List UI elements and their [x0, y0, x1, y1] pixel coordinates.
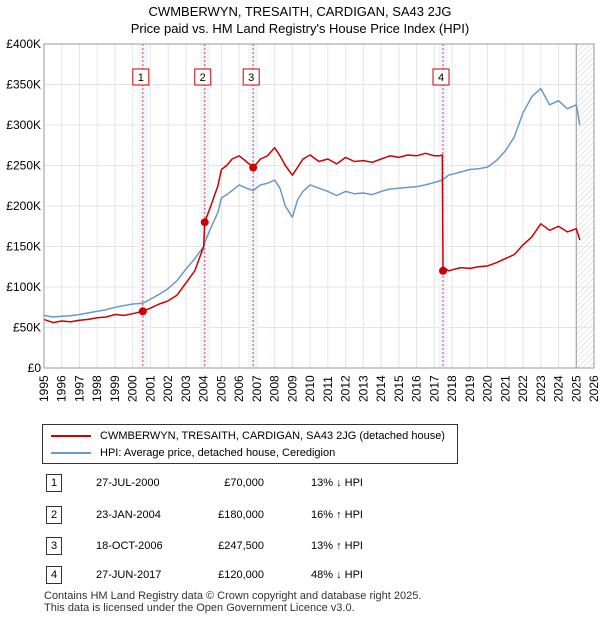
chart-legend: CWMBERWYN, TRESAITH, CARDIGAN, SA43 2JG … — [42, 424, 458, 464]
sale-point — [138, 307, 147, 316]
transaction-date: 23-JAN-2004 — [96, 509, 161, 521]
x-tick-label: 2022 — [516, 375, 530, 402]
x-tick-label: 2003 — [179, 375, 193, 402]
x-tick-label: 2016 — [410, 375, 424, 402]
sale-badge-box — [432, 68, 450, 86]
transaction-date: 27-JUN-2017 — [96, 569, 162, 581]
x-tick-label: 1997 — [72, 375, 86, 402]
x-tick-label: 2011 — [321, 376, 335, 402]
transaction-price: £247,500 — [218, 540, 264, 552]
x-tick-label: 2014 — [374, 375, 388, 402]
transaction-hpi-diff: 48% ↓ HPI — [311, 569, 363, 581]
x-tick-label: 2021 — [498, 375, 512, 402]
footer-line-copyright: Contains HM Land Registry data © Crown c… — [44, 590, 422, 602]
x-tick-label: 1995 — [37, 375, 51, 402]
x-tick-label: 2010 — [303, 375, 317, 402]
sale-point — [200, 218, 209, 227]
x-tick-label: 2013 — [356, 375, 370, 402]
transaction-hpi-diff: 13% ↑ HPI — [311, 540, 363, 552]
x-tick-label: 2008 — [268, 375, 282, 402]
legend-item-hpi: HPI: Average price, detached house, Cere… — [51, 445, 335, 461]
legend-label-property: CWMBERWYN, TRESAITH, CARDIGAN, SA43 2JG … — [100, 430, 445, 442]
sale-point — [439, 266, 448, 275]
x-tick-label: 2026 — [587, 375, 600, 402]
x-tick-label: 2000 — [126, 375, 140, 402]
transaction-price: £70,000 — [224, 477, 264, 489]
sale-badge-label: 2 — [200, 72, 206, 84]
x-tick-label: 2020 — [481, 375, 495, 402]
price-chart: 1 2 3 4 £0 £50K £100K £150K £200K £250K £300K £350K… — [6, 37, 600, 402]
x-tick-label: 2015 — [392, 375, 406, 402]
legend-label-hpi: HPI: Average price, detached house, Cere… — [100, 447, 336, 459]
footer-line-licence: This data is licensed under the Open Gov… — [44, 602, 355, 614]
x-tick-label: 2005 — [214, 375, 228, 402]
x-tick-label: 2017 — [427, 375, 441, 402]
x-tick-label: 2012 — [339, 375, 353, 402]
y-tick-label: £150K — [6, 240, 41, 254]
legend-swatch-hpi — [51, 452, 91, 454]
chart-subtitle: Price paid vs. HM Land Registry's House … — [130, 21, 470, 36]
transaction-price: £120,000 — [218, 569, 264, 581]
transaction-badge: 4 — [46, 566, 62, 584]
transaction-price: £180,000 — [218, 509, 264, 521]
x-tick-label: 2007 — [250, 375, 264, 402]
x-tick-label: 2004 — [197, 375, 211, 402]
sale-badge-label: 1 — [138, 72, 144, 84]
x-tick-label: 2024 — [552, 375, 566, 402]
transaction-hpi-diff: 16% ↑ HPI — [311, 509, 363, 521]
y-tick-label: £300K — [6, 118, 41, 132]
transaction-row: 3 18-OCT-2006 £247,500 13% ↑ HPI — [46, 537, 363, 555]
sale-badge-box — [194, 68, 212, 86]
transaction-badge: 2 — [46, 506, 62, 524]
hpi-series-line — [43, 87, 581, 318]
sale-badge-label: 3 — [248, 72, 254, 84]
x-tick-label: 2018 — [445, 375, 459, 402]
plot-frame — [43, 43, 595, 369]
transaction-row: 4 27-JUN-2017 £120,000 48% ↓ HPI — [46, 566, 363, 584]
footer-attribution: Contains HM Land Registry data © Crown c… — [44, 590, 421, 614]
x-tick-label: 2006 — [232, 375, 246, 402]
y-tick-label: £0 — [28, 361, 42, 375]
legend-swatch-property — [51, 435, 91, 437]
x-tick-label: 2023 — [534, 375, 548, 402]
transaction-date: 18-OCT-2006 — [96, 540, 163, 552]
transaction-row: 2 23-JAN-2004 £180,000 16% ↑ HPI — [46, 506, 363, 524]
y-tick-label: £400K — [6, 37, 41, 51]
y-tick-label: £350K — [6, 78, 41, 92]
y-tick-label: £50K — [13, 321, 41, 335]
property-series-line — [43, 146, 581, 324]
x-tick-label: 2002 — [161, 375, 175, 402]
transaction-date: 27-JUL-2000 — [96, 477, 160, 489]
y-tick-label: £100K — [6, 280, 41, 294]
x-tick-label: 1999 — [108, 375, 122, 402]
x-tick-label: 2009 — [285, 375, 299, 402]
y-tick-label: £250K — [6, 159, 41, 173]
x-tick-label: 1998 — [90, 375, 104, 402]
sale-badge-label: 4 — [438, 72, 444, 84]
x-tick-label: 2025 — [569, 375, 583, 402]
transaction-hpi-diff: 13% ↓ HPI — [311, 477, 363, 489]
x-tick-label: 1996 — [55, 375, 69, 402]
transaction-row: 1 27-JUL-2000 £70,000 13% ↓ HPI — [46, 474, 363, 492]
x-tick-label: 2019 — [463, 375, 477, 402]
y-tick-label: £200K — [6, 199, 41, 213]
sale-point — [249, 163, 258, 172]
sale-badge-box — [132, 68, 150, 86]
x-tick-label: 2001 — [143, 375, 157, 402]
sale-badge-box — [242, 68, 260, 86]
chart-title: CWMBERWYN, TRESAITH, CARDIGAN, SA43 2JG — [148, 4, 452, 19]
transaction-badge: 1 — [46, 474, 62, 492]
transaction-badge: 3 — [46, 537, 62, 555]
legend-item-property: CWMBERWYN, TRESAITH, CARDIGAN, SA43 2JG … — [51, 428, 445, 444]
